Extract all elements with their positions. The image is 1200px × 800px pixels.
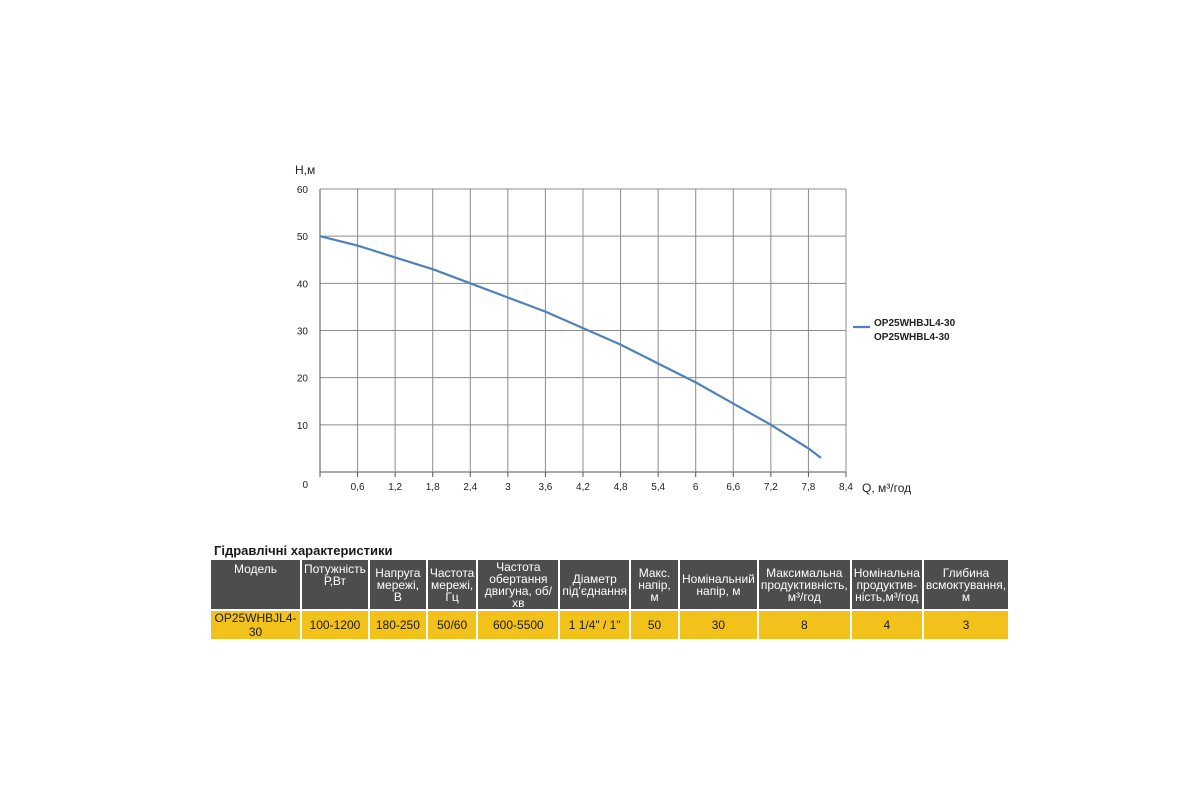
- x-tick-label: 2,4: [463, 482, 477, 493]
- header-rotation: Частота обертання двигуна, об/хв: [478, 560, 559, 611]
- cell-voltage: 180-250: [369, 611, 426, 639]
- cell-model: OP25WHBJL4-30: [211, 611, 300, 639]
- header-suction-depth: Глибина всмоктування, м: [923, 560, 1009, 611]
- chart-ticks: 0 10 20 30 40 50 60 0,6 1,2 1,8 2,4 3 3,6 4,2 4,8 5,4 6 6…: [297, 185, 854, 493]
- cell-nominal-head: 30: [680, 611, 757, 639]
- table-header-row: Модель Потужність Р,Вт Напруга мережі, В…: [211, 560, 1009, 611]
- x-tick-label: 4,2: [576, 482, 590, 493]
- table-row: OP25WHBJL4-30 100-1200 180-250 50/60 600…: [211, 611, 1009, 639]
- cell-nominal-flow: 4: [851, 611, 922, 639]
- header-power: Потужність Р,Вт: [302, 560, 368, 611]
- legend: OP25WHBJL4-30 OP25WHBL4-30: [853, 318, 956, 343]
- x-tick-label: 4,8: [614, 482, 628, 493]
- x-axis-label: Q, м³/год: [862, 481, 911, 495]
- cell-max-flow: 8: [758, 611, 850, 639]
- header-frequency: Частота мережі, Гц: [427, 560, 477, 611]
- legend-item-2: OP25WHBL4-30: [874, 332, 950, 343]
- legend-item-1: OP25WHBJL4-30: [874, 318, 956, 329]
- x-tick-label: 8,4: [839, 482, 853, 493]
- header-connection: Діаметр під'єднання: [560, 560, 629, 611]
- y-tick-label: 20: [297, 374, 309, 385]
- series-line: [319, 235, 822, 459]
- header-nominal-head: Номінальний напір, м: [680, 560, 757, 611]
- performance-chart: 0 10 20 30 40 50 60 0,6 1,2 1,8 2,4 3 3,6 4,2 4,8 5,4 6 6…: [295, 163, 956, 495]
- header-max-flow: Максимальна продуктивність, м³/год: [758, 560, 850, 611]
- x-tick-label: 3: [505, 482, 511, 493]
- y-tick-label: 0: [302, 480, 308, 491]
- y-tick-label: 50: [297, 232, 309, 243]
- x-tick-label: 6: [693, 482, 699, 493]
- y-tick-label: 60: [297, 185, 309, 196]
- x-tick-label: 7,2: [764, 482, 778, 493]
- x-tick-label: 0,6: [351, 482, 365, 493]
- cell-rotation: 600-5500: [478, 611, 559, 639]
- x-tick-label: 7,8: [801, 482, 815, 493]
- header-voltage: Напруга мережі, В: [369, 560, 426, 611]
- cell-suction-depth: 3: [923, 611, 1009, 639]
- x-tick-label: 5,4: [651, 482, 665, 493]
- x-tick-label: 3,6: [538, 482, 552, 493]
- y-tick-label: 30: [297, 327, 309, 338]
- x-tick-label: 1,8: [426, 482, 440, 493]
- header-model: Модель: [211, 560, 300, 611]
- table-title: Гідравлічні характеристики: [214, 543, 393, 558]
- cell-max-head: 50: [631, 611, 678, 639]
- y-tick-label: 40: [297, 279, 309, 290]
- y-axis-label: H,м: [295, 163, 315, 177]
- chart-grid: [319, 188, 847, 477]
- cell-power: 100-1200: [302, 611, 368, 639]
- header-nominal-flow: Номінальна продуктив-ність,м³/год: [851, 560, 922, 611]
- x-tick-label: 6,6: [726, 482, 740, 493]
- specs-table: Модель Потужність Р,Вт Напруга мережі, В…: [209, 560, 1010, 639]
- y-tick-label: 10: [297, 421, 309, 432]
- x-tick-label: 1,2: [388, 482, 402, 493]
- cell-connection: 1 1/4" / 1": [560, 611, 629, 639]
- header-max-head: Макс. напір, м: [631, 560, 678, 611]
- cell-frequency: 50/60: [427, 611, 477, 639]
